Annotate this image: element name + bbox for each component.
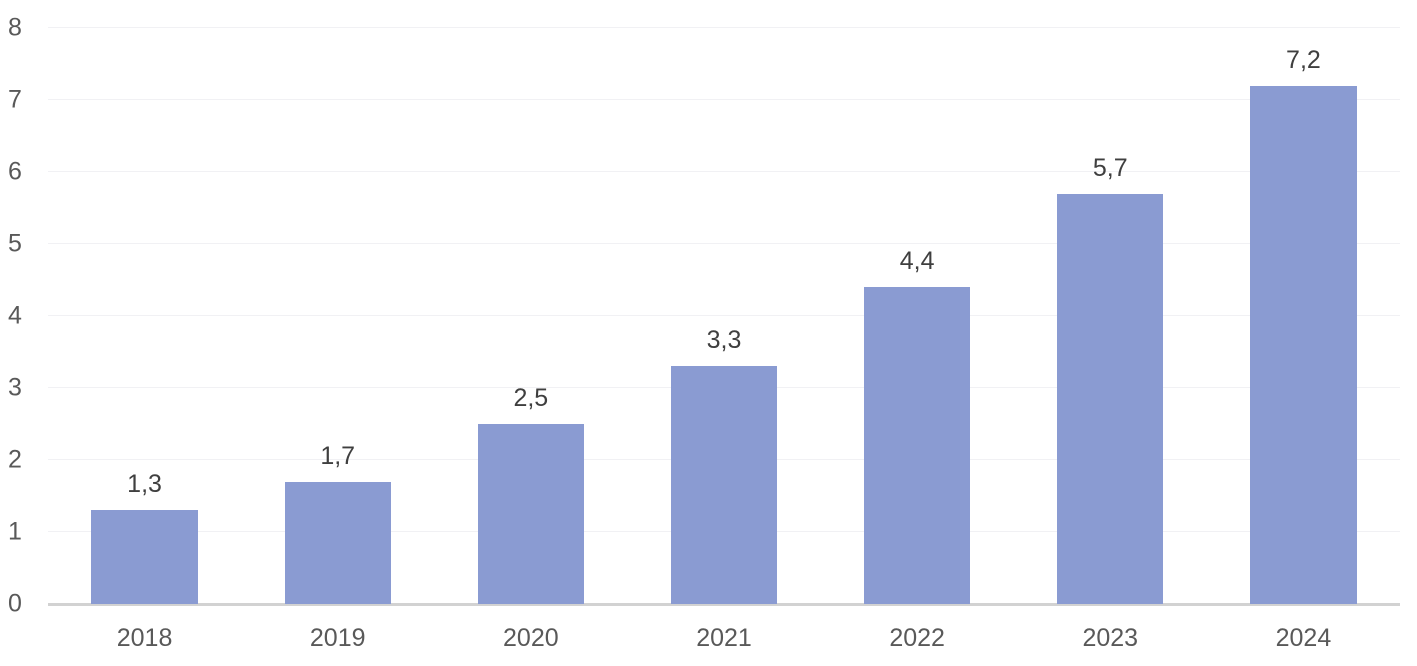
x-tick-label-2020: 2020: [503, 624, 559, 652]
y-tick-label-1: 1: [8, 517, 22, 546]
bar-value-label-2024: 7,2: [1286, 45, 1321, 74]
gridline-y-4: [48, 315, 1400, 316]
x-axis-line: [48, 603, 1400, 606]
y-tick-label-6: 6: [8, 157, 22, 186]
y-tick-label-3: 3: [8, 373, 22, 402]
bar-value-label-2018: 1,3: [127, 470, 162, 499]
bar-2024: [1250, 85, 1357, 604]
x-tick-label-2022: 2022: [889, 624, 945, 652]
bar-value-label-2021: 3,3: [706, 326, 742, 355]
bar-2019: [284, 481, 391, 604]
bar-value-label-2020: 2,5: [513, 384, 549, 412]
bar-2018: [91, 510, 198, 604]
y-tick-label-2: 2: [8, 445, 22, 474]
bar-2021: [670, 366, 778, 604]
bar-value-label-2019: 1,7: [320, 441, 356, 470]
y-tick-label-0: 0: [8, 589, 22, 618]
x-tick-label-2023: 2023: [1082, 624, 1139, 652]
y-axis: 0 1 2 3 4 5 6 7 8: [8, 15, 42, 616]
gridline-y-6: [48, 171, 1400, 172]
bar-value-label-2023: 5,7: [1092, 153, 1128, 182]
y-tick-label-8: 8: [8, 13, 22, 42]
x-tick-label-2024: 2024: [1275, 624, 1332, 652]
plot-area: 1,3 2018 1,7 2019 2,5 2020 3,3 2021 4,4 2022 5,7 20…: [48, 27, 1400, 651]
y-tick-label-7: 7: [8, 85, 22, 114]
bar-2023: [1057, 193, 1164, 604]
y-tick-label-5: 5: [8, 229, 22, 258]
bar-2022: [864, 287, 971, 604]
x-tick-label-2019: 2019: [309, 624, 366, 652]
gridline-y-7: [48, 99, 1400, 100]
x-tick-label-2021: 2021: [696, 624, 752, 652]
bar-value-label-2022: 4,4: [899, 247, 935, 276]
y-tick-label-4: 4: [8, 301, 22, 330]
bar-2020: [477, 424, 584, 604]
gridline-y-5: [48, 243, 1400, 244]
x-tick-label-2018: 2018: [116, 624, 173, 652]
gridline-y-8: [48, 27, 1400, 28]
